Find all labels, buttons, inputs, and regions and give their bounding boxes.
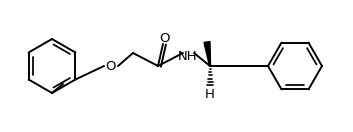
Text: O: O [159,32,169,44]
Text: NH: NH [178,50,198,62]
Text: H: H [205,88,215,100]
Text: O: O [106,60,116,72]
Polygon shape [204,42,210,66]
